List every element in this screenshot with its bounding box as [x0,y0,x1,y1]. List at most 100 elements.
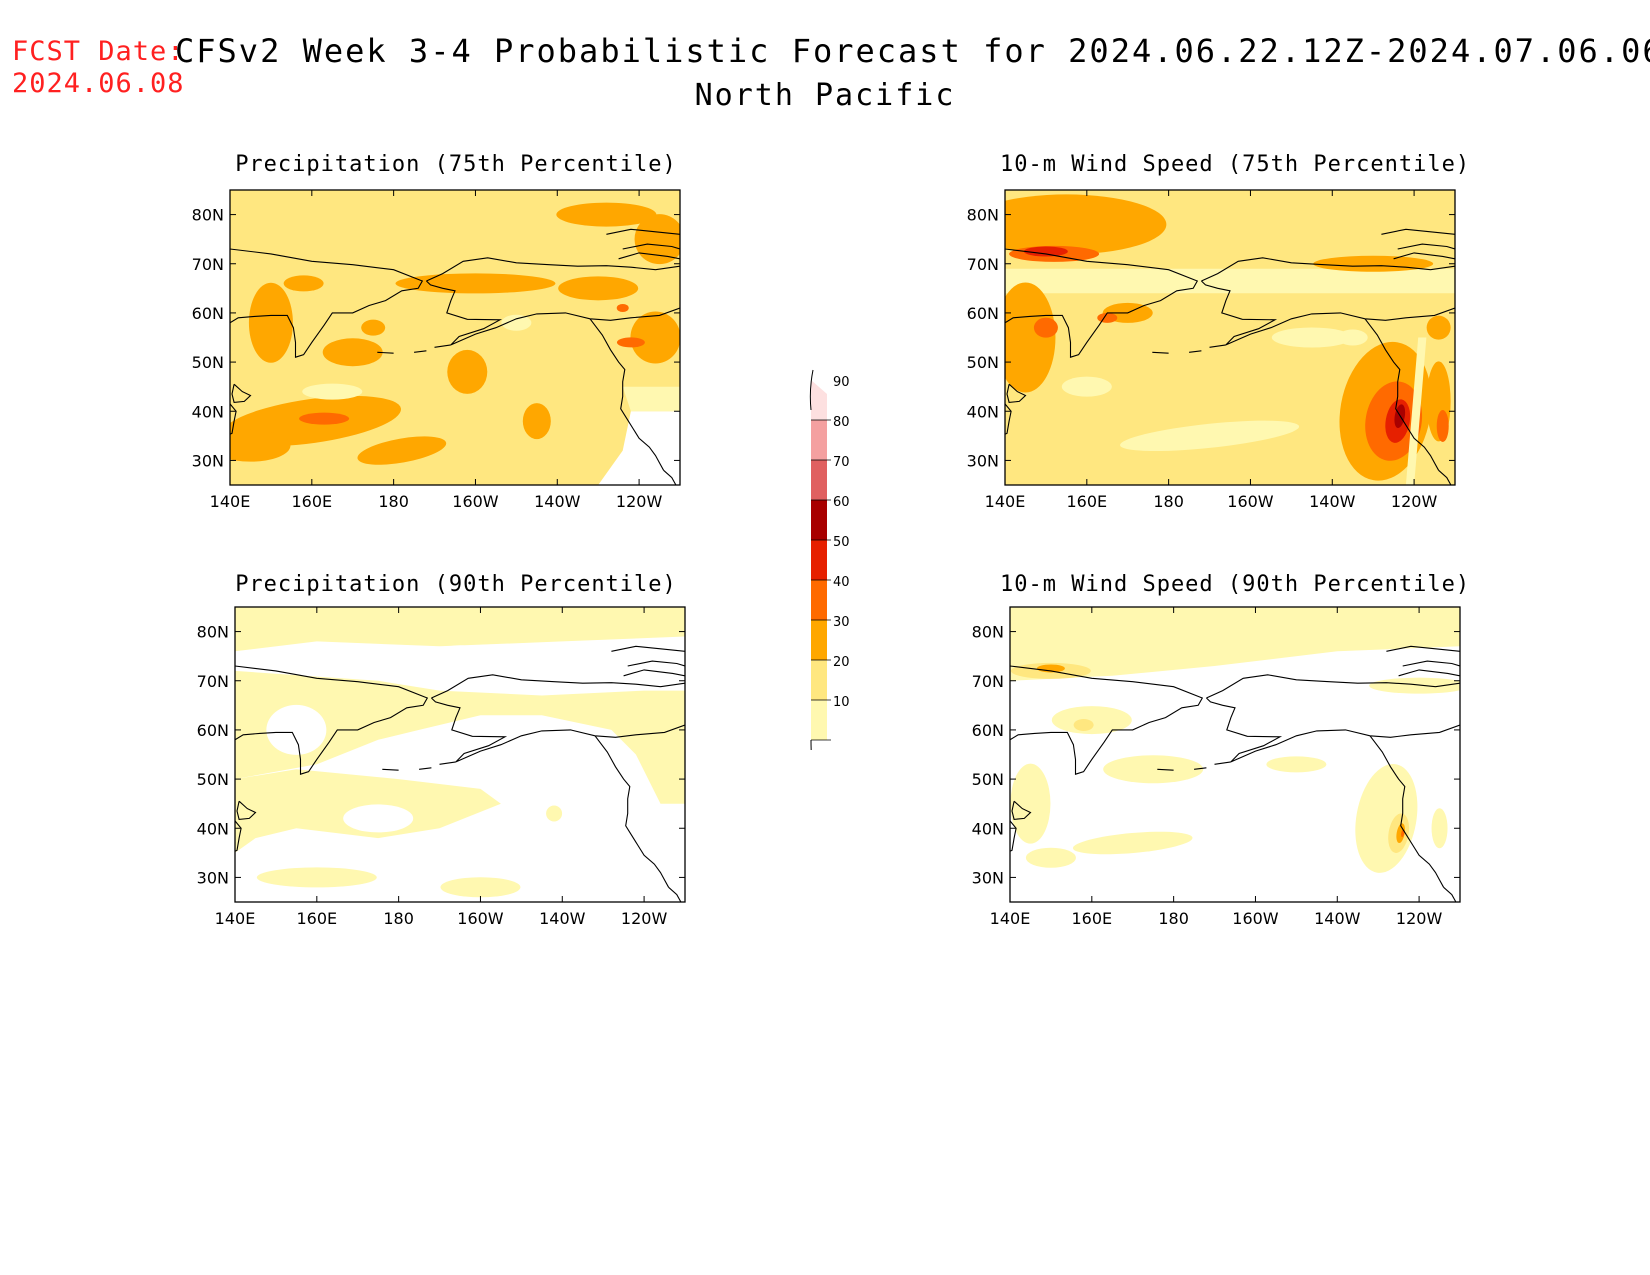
lon-tick-label: 140W [1314,909,1361,928]
colorbar-swatch [811,700,827,740]
lon-tick-label: 180 [383,909,414,928]
lat-tick-label: 40N [197,819,229,838]
forecast-field [230,190,680,485]
coastline [622,243,680,250]
coastline [623,669,685,677]
lon-tick-label: 120W [1396,909,1443,928]
lon-tick-label: 120W [616,492,663,511]
coastline [431,674,685,699]
map-wind-75: 140E 160E 180 160W 140W 120W 80N 70N 60N 50N 40N 30… [967,189,1456,511]
coastline [414,350,427,353]
coastline [1397,243,1455,250]
lat-tick-label: 80N [192,206,224,225]
map-frame [234,606,686,903]
coastline [1393,252,1455,260]
forecast-date-label: FCST Date: [12,36,185,67]
lon-tick-label: 160W [457,909,504,928]
coastline [1006,383,1027,403]
colorbar-swatch [811,540,827,580]
coastline [1381,228,1455,235]
colorbar: 10 20 30 40 50 60 70 80 90 [809,369,850,750]
colorbar-swatch [811,580,827,620]
forecast-date-value: 2024.06.08 [12,68,185,99]
coastline [231,383,252,403]
lat-tick-label: 80N [967,206,999,225]
lat-tick-label: 40N [972,819,1004,838]
panel-title-precip-75: Precipitation (75th Percentile) [235,152,677,177]
coastline [1443,886,1457,902]
forecast-field [235,607,685,902]
lon-tick-label: 180 [378,492,409,511]
map-precip-75: 140E 160E 180 160W 140W 120W 80N 70N 60N 50N 40N 30… [192,189,681,511]
lon-tick-label: 140E [985,492,1026,511]
coastline [1010,820,1017,852]
map-precip-90: 140E 160E 180 160W 140W 120W 80N 70N 60N 50N 40N 30… [197,606,686,928]
colorbar-swatch [811,380,827,420]
lon-tick-label: 180 [1158,909,1189,928]
panel-title-wind-90: 10-m Wind Speed (90th Percentile) [1000,572,1471,597]
colorbar-label: 40 [833,575,850,590]
lat-tick-label: 30N [197,868,229,887]
coastline [230,248,424,358]
coastline [1005,403,1012,435]
lat-tick-label: 50N [192,353,224,372]
coastline [230,403,237,435]
coastline [1201,280,1455,346]
coastline [236,800,257,820]
coastline [1402,660,1460,667]
lon-tick-label: 120W [621,909,668,928]
lon-tick-label: 160E [1071,909,1112,928]
colorbar-label: 50 [833,535,850,550]
colorbar-swatch [811,620,827,660]
lon-tick-label: 160E [296,909,337,928]
coastline [1157,768,1174,771]
coastline [611,645,685,652]
lat-tick-label: 70N [192,255,224,274]
coastline [1364,318,1440,471]
coastline [1209,344,1226,348]
colorbar-label: 20 [833,655,850,670]
region-title: North Pacific [694,78,956,113]
colorbar-label: 60 [833,495,850,510]
coastline [1010,665,1204,775]
colorbar-label: 70 [833,455,850,470]
lat-tick-label: 60N [972,721,1004,740]
lon-tick-label: 140W [1309,492,1356,511]
coastline [235,820,242,852]
lon-tick-label: 160W [1232,909,1279,928]
panel-title-precip-90: Precipitation (90th Percentile) [235,572,677,597]
coastline [1201,257,1455,282]
lon-tick-label: 160E [291,492,332,511]
lat-tick-label: 50N [972,770,1004,789]
map-frame [229,189,681,486]
coastline [668,886,682,902]
lat-tick-label: 50N [197,770,229,789]
coastline [1438,469,1452,485]
colorbar-swatch [811,500,827,540]
coastline [618,252,680,260]
map-frame [1004,189,1456,486]
coastline [606,228,680,235]
forecast-date: FCST Date: 2024.06.08 [12,36,185,100]
coastline [1386,645,1460,652]
coastline [1011,800,1032,820]
lat-tick-label: 30N [967,451,999,470]
colorbar-swatch [811,460,827,500]
coastline [426,257,680,282]
coastline [382,768,399,771]
forecast-field [1005,190,1455,485]
lat-tick-label: 80N [972,623,1004,642]
map-wind-90: 140E 160E 180 160W 140W 120W 80N 70N 60N 50N 40N 30… [972,606,1461,928]
lat-tick-label: 40N [967,402,999,421]
coastline [1206,697,1460,763]
coastline [1189,350,1202,353]
panel-title-wind-75: 10-m Wind Speed (75th Percentile) [1000,152,1471,177]
lon-tick-label: 140E [210,492,251,511]
coastline [377,351,394,354]
coastline [419,767,432,770]
colorbar-label: 10 [833,695,850,710]
lon-tick-label: 120W [1391,492,1438,511]
lon-tick-label: 160W [1227,492,1274,511]
coastline [1152,351,1169,354]
colorbar-swatch [811,420,827,460]
